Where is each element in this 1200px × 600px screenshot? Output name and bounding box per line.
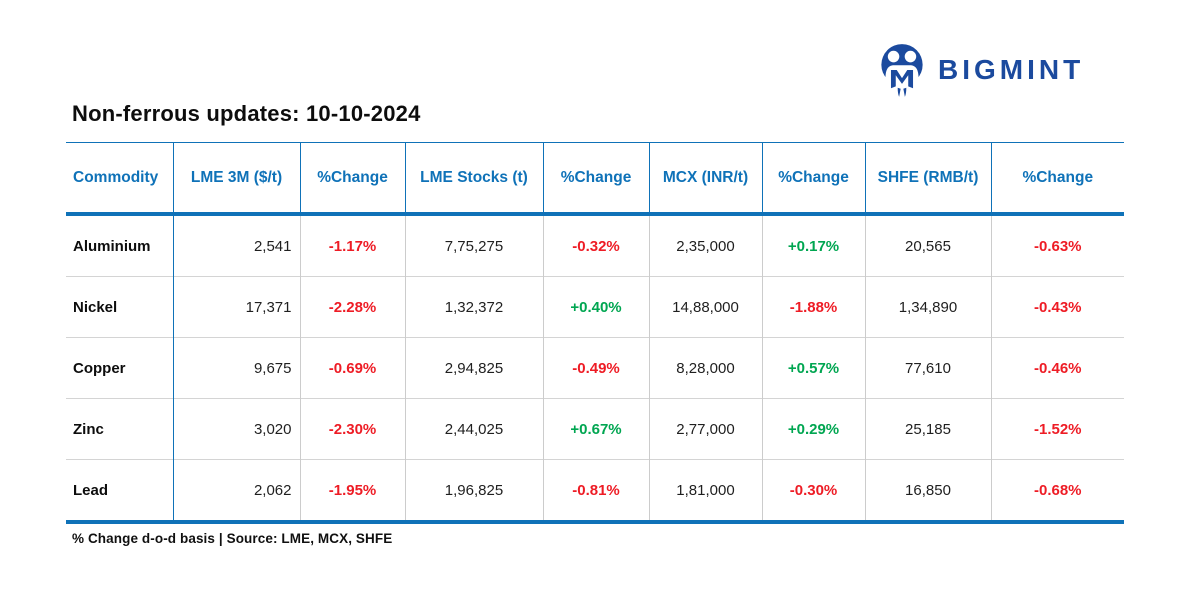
lme-3m-change: -0.69% bbox=[299, 337, 405, 399]
table-row-lead: Lead 2,062 -1.95% 1,96,825 -0.81% 1,81,0… bbox=[66, 459, 1124, 524]
lme-3m-change: -1.17% bbox=[299, 214, 405, 277]
shfe-change: -0.63% bbox=[990, 214, 1124, 277]
lme-stocks-value: 1,96,825 bbox=[404, 459, 543, 524]
mcx-value: 1,81,000 bbox=[648, 459, 762, 524]
lme-3m-change: -2.28% bbox=[299, 276, 405, 338]
shfe-change: -0.46% bbox=[990, 337, 1124, 399]
lme-stocks-value: 1,32,372 bbox=[404, 276, 543, 338]
bigmint-logo-text: BIGMINT bbox=[938, 54, 1085, 85]
mcx-value: 8,28,000 bbox=[648, 337, 762, 399]
lme-3m-value: 2,541 bbox=[172, 214, 300, 277]
column-header-change-4: %Change bbox=[990, 142, 1124, 216]
column-header-change-3: %Change bbox=[761, 142, 865, 216]
lme-stocks-value: 2,44,025 bbox=[404, 398, 543, 460]
mcx-change: +0.17% bbox=[761, 214, 865, 277]
lme-stocks-change: +0.40% bbox=[542, 276, 649, 338]
lme-3m-value: 9,675 bbox=[172, 337, 300, 399]
commodity-name: Copper bbox=[66, 337, 173, 399]
table-row-nickel: Nickel 17,371 -2.28% 1,32,372 +0.40% 14,… bbox=[66, 276, 1124, 338]
page-title: Non-ferrous updates: 10-10-2024 bbox=[72, 101, 421, 126]
shfe-value: 25,185 bbox=[864, 398, 991, 460]
column-header-commodity: Commodity bbox=[66, 142, 173, 216]
table-row-copper: Copper 9,675 -0.69% 2,94,825 -0.49% 8,28… bbox=[66, 337, 1124, 399]
footnote: % Change d-o-d basis | Source: LME, MCX,… bbox=[72, 531, 393, 546]
column-header-lme-3m: LME 3M ($/t) bbox=[172, 142, 300, 216]
commodity-table: Commodity LME 3M ($/t) %Change LME Stock… bbox=[66, 142, 1124, 524]
commodity-name: Lead bbox=[66, 459, 173, 524]
shfe-value: 77,610 bbox=[864, 337, 991, 399]
table-row-zinc: Zinc 3,020 -2.30% 2,44,025 +0.67% 2,77,0… bbox=[66, 398, 1124, 460]
lme-3m-value: 3,020 bbox=[172, 398, 300, 460]
shfe-value: 16,850 bbox=[864, 459, 991, 524]
mcx-change: -0.30% bbox=[761, 459, 865, 524]
shfe-change: -0.68% bbox=[990, 459, 1124, 524]
mcx-value: 14,88,000 bbox=[648, 276, 762, 338]
lme-3m-value: 2,062 bbox=[172, 459, 300, 524]
column-header-change-1: %Change bbox=[299, 142, 405, 216]
lme-3m-change: -1.95% bbox=[299, 459, 405, 524]
mcx-value: 2,35,000 bbox=[648, 214, 762, 277]
lme-stocks-value: 7,75,275 bbox=[404, 214, 543, 277]
header-row: Commodity LME 3M ($/t) %Change LME Stock… bbox=[66, 142, 1124, 216]
lme-3m-value: 17,371 bbox=[172, 276, 300, 338]
column-header-shfe: SHFE (RMB/t) bbox=[864, 142, 991, 216]
column-header-lme-stocks: LME Stocks (t) bbox=[404, 142, 543, 216]
commodity-name: Zinc bbox=[66, 398, 173, 460]
commodity-table-wrap: Commodity LME 3M ($/t) %Change LME Stock… bbox=[66, 142, 1124, 524]
mcx-value: 2,77,000 bbox=[648, 398, 762, 460]
shfe-value: 1,34,890 bbox=[864, 276, 991, 338]
lme-stocks-change: +0.67% bbox=[542, 398, 649, 460]
lme-stocks-change: -0.32% bbox=[542, 214, 649, 277]
mammoth-logo-icon bbox=[881, 44, 923, 97]
shfe-change: -0.43% bbox=[990, 276, 1124, 338]
lme-stocks-change: -0.49% bbox=[542, 337, 649, 399]
commodity-name: Aluminium bbox=[66, 214, 173, 277]
mcx-change: +0.29% bbox=[761, 398, 865, 460]
column-header-mcx: MCX (INR/t) bbox=[648, 142, 762, 216]
column-header-change-2: %Change bbox=[542, 142, 649, 216]
table-row-aluminium: Aluminium 2,541 -1.17% 7,75,275 -0.32% 2… bbox=[66, 214, 1124, 277]
shfe-change: -1.52% bbox=[990, 398, 1124, 460]
lme-stocks-value: 2,94,825 bbox=[404, 337, 543, 399]
commodity-name: Nickel bbox=[66, 276, 173, 338]
shfe-value: 20,565 bbox=[864, 214, 991, 277]
bigmint-logo: BIGMINT bbox=[878, 42, 1084, 98]
mcx-change: +0.57% bbox=[761, 337, 865, 399]
lme-3m-change: -2.30% bbox=[299, 398, 405, 460]
mcx-change: -1.88% bbox=[761, 276, 865, 338]
lme-stocks-change: -0.81% bbox=[542, 459, 649, 524]
